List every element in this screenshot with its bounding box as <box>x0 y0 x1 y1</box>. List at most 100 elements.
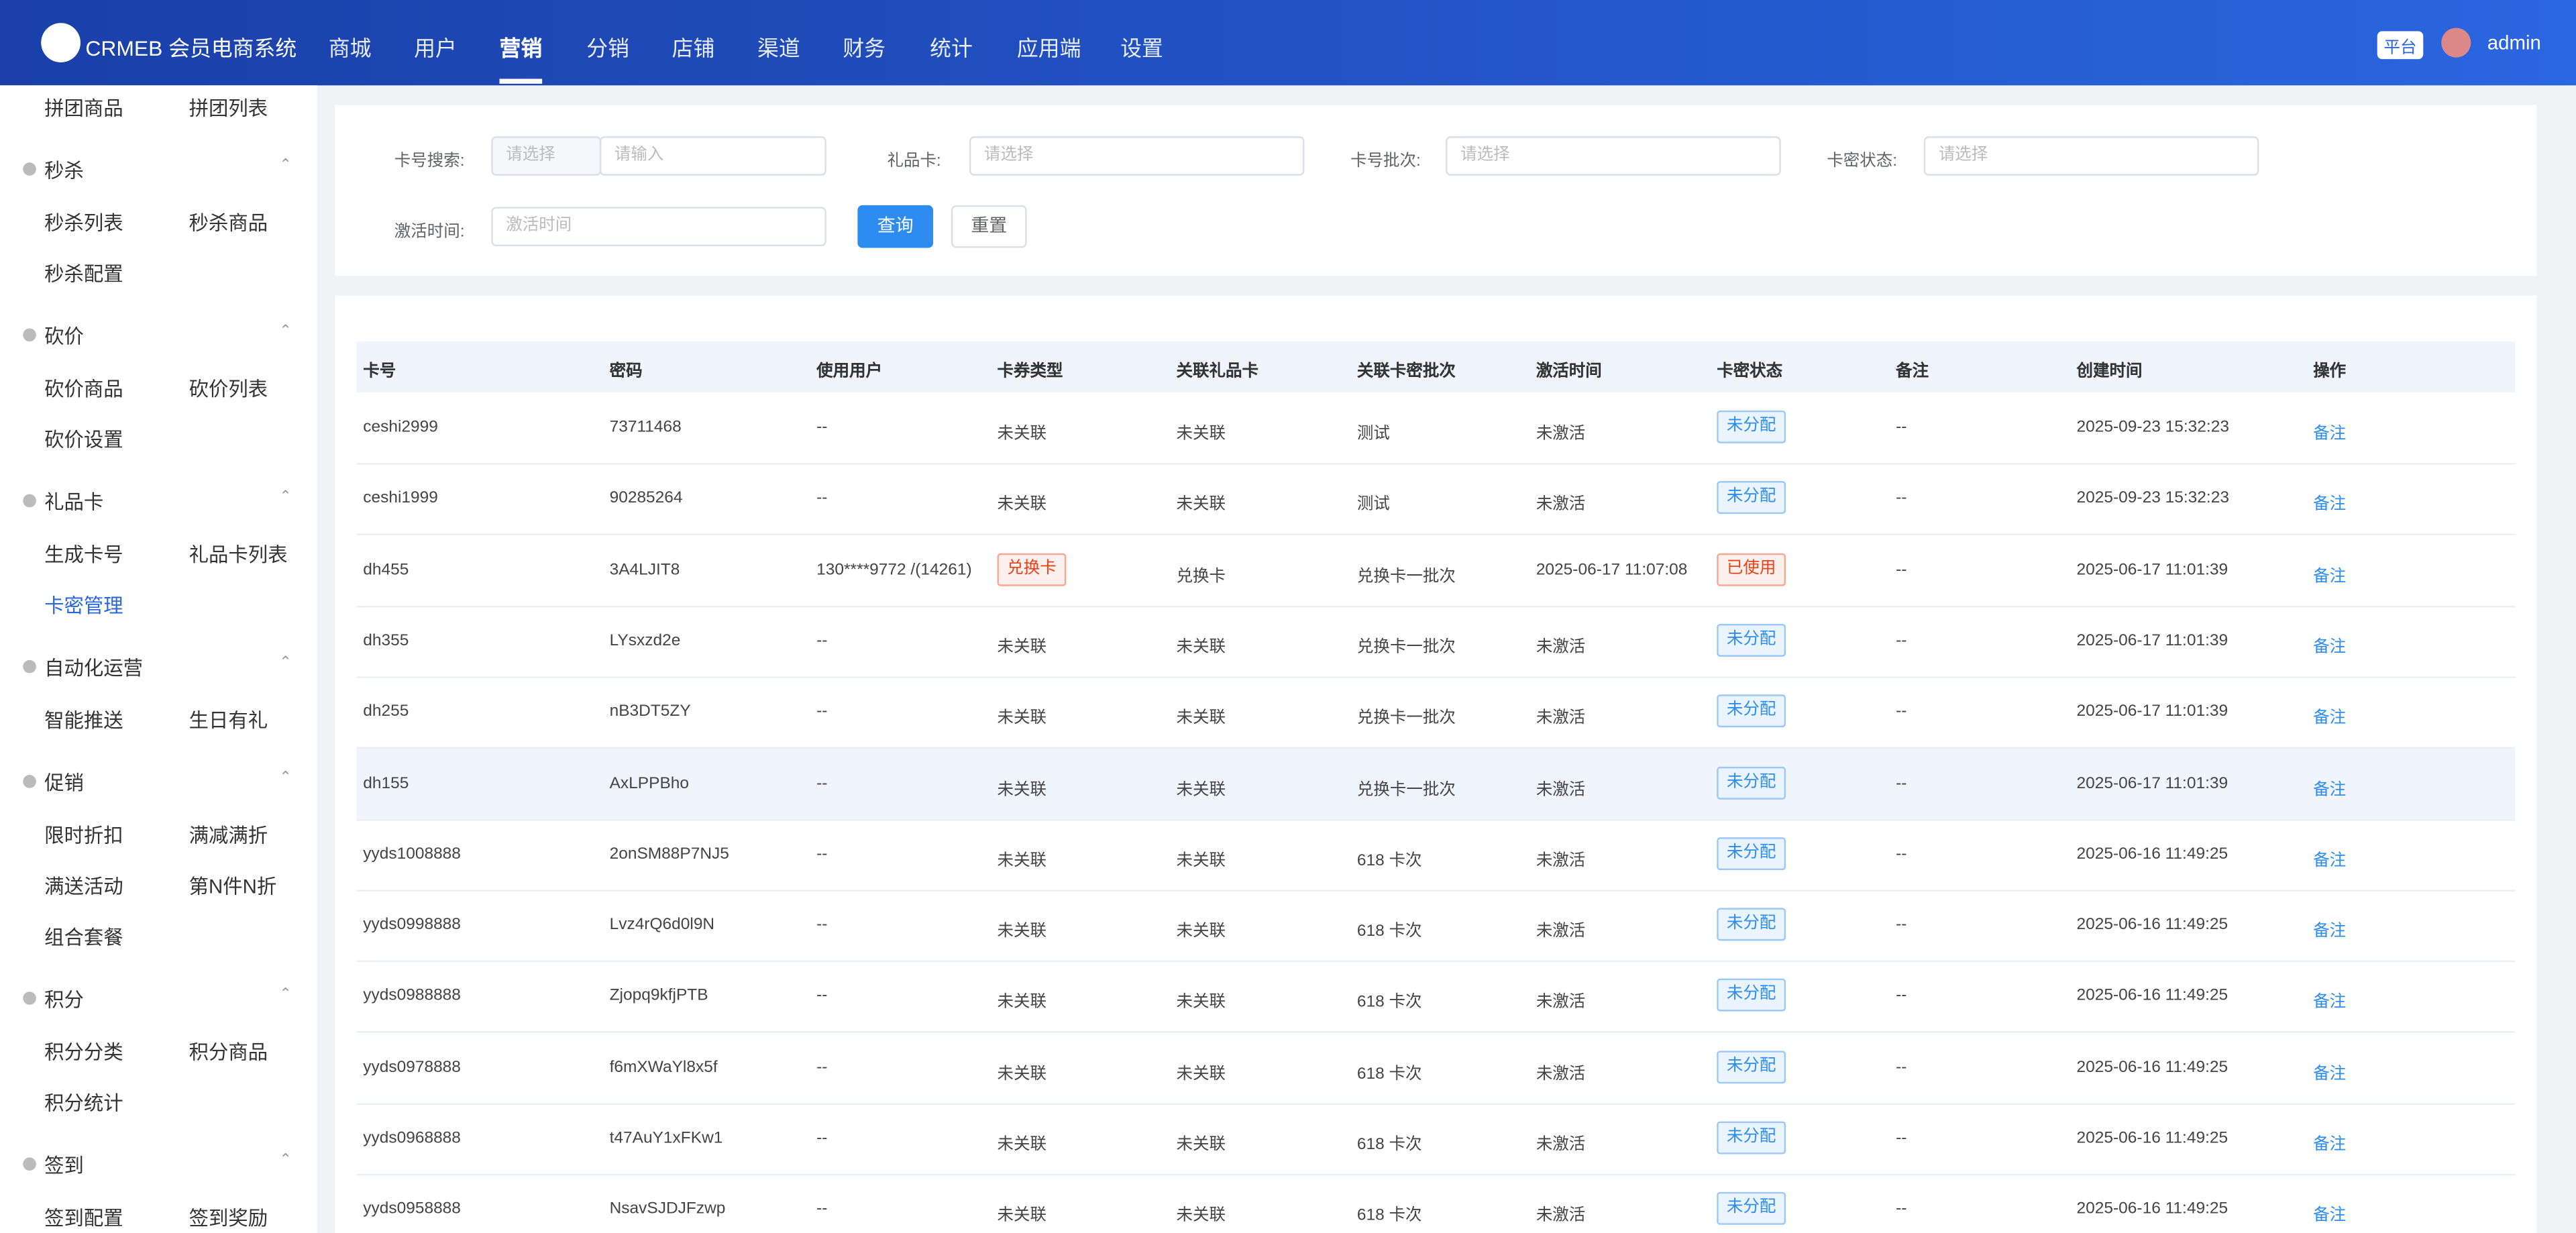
nav-item[interactable]: 用户 <box>414 36 457 61</box>
cell: 未关联 <box>997 1065 1047 1083</box>
menu-item[interactable]: 组合套餐 <box>44 926 123 949</box>
remark-link[interactable]: 备注 <box>2313 1065 2347 1083</box>
menu-group[interactable]: 积分 <box>44 988 84 1012</box>
menu-group[interactable]: 秒杀 <box>44 159 84 182</box>
cell: 未激活 <box>1536 780 1586 799</box>
menu-group[interactable]: 促销 <box>44 771 84 795</box>
menu-group[interactable]: 砍价 <box>44 325 84 348</box>
select[interactable]: 请选择 <box>491 136 602 176</box>
menu-item[interactable]: 秒杀列表 <box>44 211 123 235</box>
menu-item[interactable]: 第N件N折 <box>189 875 277 898</box>
cell: 未关联 <box>1176 922 1226 941</box>
filter-label: 卡密状态: <box>1827 152 1898 171</box>
cell: 2025-06-16 11:49:25 <box>2076 1200 2229 1219</box>
cell: yyds0968888 <box>363 1129 461 1148</box>
menu-item[interactable]: 限时折扣 <box>44 824 123 847</box>
remark-link[interactable]: 备注 <box>2313 425 2347 443</box>
menu-item[interactable]: 满送活动 <box>44 875 123 898</box>
menu-item[interactable]: 砍价设置 <box>44 428 123 452</box>
menu-item[interactable]: 签到奖励 <box>189 1206 268 1230</box>
cell: 130****9772 /(14261) <box>816 561 972 579</box>
group-icon <box>23 328 36 342</box>
menu-item[interactable]: 积分统计 <box>44 1091 123 1115</box>
remark-link[interactable]: 备注 <box>2313 638 2347 657</box>
collapse-arrow: ⌃ <box>279 653 292 670</box>
nav-item[interactable]: 设置 <box>1120 36 1163 61</box>
cell: -- <box>1896 561 1907 579</box>
nav-item[interactable]: 统计 <box>930 36 973 61</box>
nav-item[interactable]: 营销 <box>499 36 543 61</box>
cell: ceshi2999 <box>363 419 438 437</box>
menu-item[interactable]: 积分分类 <box>44 1040 123 1064</box>
menu-item[interactable]: 拼团列表 <box>189 97 268 120</box>
remark-link[interactable]: 备注 <box>2313 851 2347 870</box>
menu-item[interactable]: 拼团商品 <box>44 97 123 120</box>
select[interactable]: 请选择 <box>1446 136 1781 176</box>
menu-group[interactable]: 自动化运营 <box>44 656 144 680</box>
sidebar: 拼团商品 拼团列表秒杀 ⌃ 秒杀列表 秒杀商品秒杀配置砍价 ⌃ 砍价商品 砍价列表砍价设置礼品… <box>0 85 317 1233</box>
nav-item[interactable]: 商城 <box>328 36 372 61</box>
cell: 未关联 <box>997 780 1047 799</box>
cell: 未关联 <box>997 709 1047 728</box>
cell: 未关联 <box>1176 851 1226 870</box>
group-icon <box>23 494 36 508</box>
column-header: 创建时间 <box>2076 362 2143 381</box>
menu-item[interactable]: 签到配置 <box>44 1206 123 1230</box>
cell: 兑换卡一批次 <box>1356 638 1456 657</box>
collapse-arrow: ⌃ <box>279 321 292 339</box>
remark-link[interactable]: 备注 <box>2313 709 2347 728</box>
cell: 未关联 <box>997 496 1047 515</box>
nav-item[interactable]: 分销 <box>586 36 630 61</box>
cell: 2025-06-17 11:01:39 <box>2076 702 2229 721</box>
cell: 2025-09-23 15:32:23 <box>2076 490 2229 508</box>
date-input[interactable]: 激活时间 <box>491 207 826 247</box>
cell: 3A4LJIT8 <box>609 561 680 579</box>
cell: -- <box>1896 916 1907 934</box>
remark-link[interactable]: 备注 <box>2313 922 2347 941</box>
cell: 未关联 <box>997 851 1047 870</box>
cell: yyds1008888 <box>363 845 461 863</box>
remark-link[interactable]: 备注 <box>2313 1207 2347 1226</box>
query-button[interactable]: 查询 <box>857 205 934 248</box>
cell: 未激活 <box>1536 496 1586 515</box>
menu-item[interactable]: 卡密管理 <box>44 594 123 618</box>
menu-item[interactable]: 砍价列表 <box>189 377 268 401</box>
select[interactable]: 请选择 <box>1923 136 2259 176</box>
text-input[interactable]: 请输入 <box>599 136 826 176</box>
menu-item[interactable]: 礼品卡列表 <box>189 543 288 567</box>
logo-icon <box>41 23 81 63</box>
remark-link[interactable]: 备注 <box>2313 780 2347 799</box>
menu-item[interactable]: 秒杀商品 <box>189 211 268 235</box>
remark-link[interactable]: 备注 <box>2313 496 2347 515</box>
platform-badge[interactable]: 平台 <box>2377 31 2424 60</box>
menu-item[interactable]: 积分商品 <box>189 1040 268 1064</box>
remark-link[interactable]: 备注 <box>2313 1136 2347 1155</box>
table-panel: 卡号 密码 使用用户 卡券类型 关联礼品卡 关联卡密批次 激活时间 卡密状态 备注 创建时间 操作 c… <box>335 295 2537 1233</box>
nav-item[interactable]: 应用端 <box>1016 36 1081 61</box>
menu-item[interactable]: 生成卡号 <box>44 543 123 567</box>
group-icon <box>23 659 36 674</box>
cell: Zjopq9kfjPTB <box>609 987 708 1006</box>
menu-item[interactable]: 满减满折 <box>189 824 268 847</box>
cell: 618 卡次 <box>1356 1065 1422 1083</box>
menu-item[interactable]: 智能推送 <box>44 709 123 733</box>
nav-item[interactable]: 店铺 <box>672 36 715 61</box>
menu-item[interactable]: 砍价商品 <box>44 377 123 401</box>
remark-link[interactable]: 备注 <box>2313 567 2347 586</box>
menu-item[interactable]: 秒杀配置 <box>44 262 123 286</box>
row-divider <box>356 605 2516 607</box>
select[interactable]: 请选择 <box>969 136 1305 176</box>
menu-group[interactable]: 签到 <box>44 1154 84 1177</box>
avatar[interactable] <box>2441 28 2471 58</box>
cell: dh355 <box>363 631 409 650</box>
remark-link[interactable]: 备注 <box>2313 994 2347 1012</box>
reset-button[interactable]: 重置 <box>951 205 1027 248</box>
cell: 618 卡次 <box>1356 1136 1422 1155</box>
nav-item[interactable]: 渠道 <box>757 36 800 61</box>
nav-item[interactable]: 财务 <box>843 36 886 61</box>
menu-item[interactable]: 生日有礼 <box>189 709 268 733</box>
filter-label: 卡号批次: <box>1350 152 1421 171</box>
cell: 未关联 <box>997 994 1047 1012</box>
user-name[interactable]: admin <box>2487 31 2541 54</box>
menu-group[interactable]: 礼品卡 <box>44 490 104 515</box>
